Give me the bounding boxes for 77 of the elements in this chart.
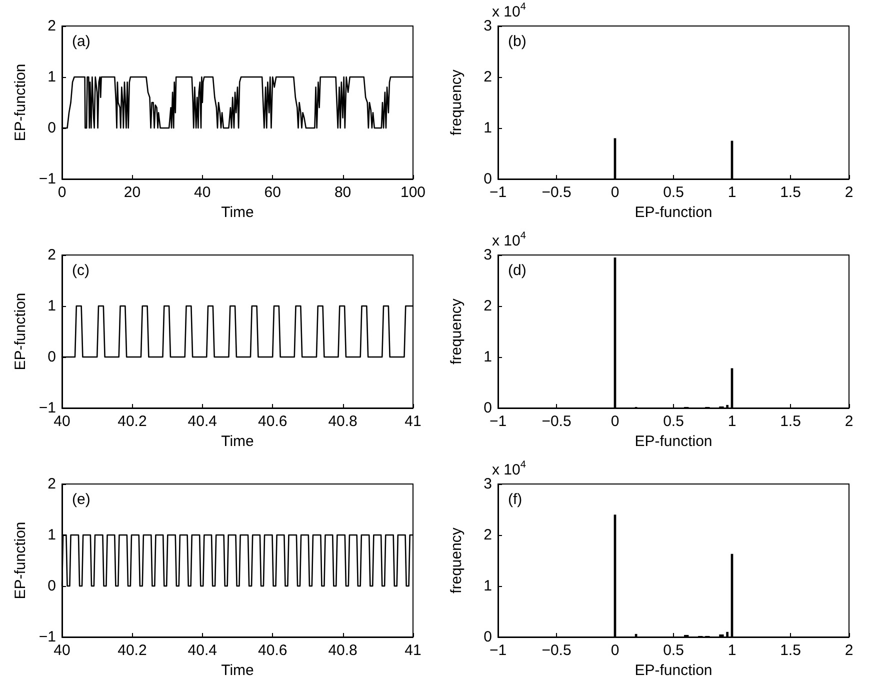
y-axis-title: EP-function [12,292,29,370]
x-axis-title: Time [221,204,254,221]
y-axis-title: EP-function [12,522,29,600]
y-tick-label: 1 [484,120,492,136]
x-axis-title: Time [221,433,254,450]
x-tick-label: 40.2 [118,642,147,659]
x-axis-title: EP-function [634,433,712,450]
x-tick-label: 60 [264,184,281,201]
y-tick-label: 2 [484,68,492,86]
y-tick-label: 3 [484,476,492,492]
y-tick-label: 0 [484,400,492,416]
x-tick-label: 41 [404,642,422,659]
y-tick-label: 1 [48,526,56,544]
annotation: (f) [508,491,522,508]
y-tick-label: 2 [484,526,492,544]
y-tick-label: 0 [48,348,56,366]
x-tick-label: 0.5 [663,413,684,430]
y-axis-title: frequency [448,527,465,594]
x-tick-label: 0.5 [663,642,684,659]
y-tick-label: −1 [38,170,56,188]
y-axis-title: frequency [448,69,465,136]
x-tick-label: 1 [728,184,736,201]
x-tick-label: −0.5 [542,642,572,659]
annotation: (d) [508,262,526,279]
y-tick-label: 1 [484,348,492,366]
y-axis-title: frequency [448,298,465,364]
y-tick-label: 2 [48,246,56,264]
x-tick-label: 2 [844,184,854,201]
y-tick-label: 0 [484,170,492,188]
x-tick-label: 40.2 [118,413,147,430]
x-tick-label: 40.4 [188,642,217,659]
x-tick-label: 40.4 [188,413,217,430]
annotation: (b) [508,33,526,50]
x-tick-label: 40 [194,184,211,201]
x-tick-label: 0 [610,184,620,201]
x-tick-label: 1.5 [780,413,801,430]
y-tick-label: 1 [48,68,56,86]
x-tick-label: 80 [334,184,352,201]
x-axis-title: EP-function [634,662,712,679]
x-tick-label: 40.8 [328,642,358,659]
y-tick-label: 2 [484,298,492,314]
y-tick-label: 3 [484,246,492,264]
annotation: (a) [72,33,90,50]
y-tick-label: 3 [484,18,492,34]
x-axis-title: EP-function [634,204,712,221]
x-tick-label: 41 [404,413,422,430]
x-tick-label: 0.5 [663,184,684,201]
x-tick-label: −0.5 [542,413,572,430]
x-tick-label: 1 [728,642,736,659]
y-tick-label: −1 [38,628,56,646]
x-tick-label: 2 [844,413,854,430]
y-tick-label: −1 [38,400,56,416]
y-axis-title: EP-function [12,64,29,142]
y-tick-label: 1 [48,298,56,314]
x-tick-label: 40.6 [258,413,288,430]
x-tick-label: 1.5 [780,184,801,201]
x-axis-title: Time [221,662,254,679]
x-tick-label: 2 [844,642,854,659]
x-tick-label: 40 [54,413,70,430]
x-tick-label: 100 [400,184,426,201]
x-tick-label: 40 [54,642,70,659]
annotation: (e) [72,491,90,508]
y-tick-label: 1 [484,578,492,594]
x-tick-label: 40.8 [328,413,358,430]
annotation: (c) [72,262,90,279]
x-tick-label: 1 [728,413,736,430]
x-tick-label: −0.5 [542,184,572,201]
x-tick-label: 20 [124,184,141,201]
y-tick-label: 0 [48,578,56,594]
y-tick-label: 2 [48,476,56,492]
x-tick-label: 40.6 [258,642,288,659]
x-tick-label: 0 [610,413,620,430]
y-tick-label: 0 [484,628,492,646]
y-tick-label: 2 [48,18,56,34]
y-tick-label: 0 [48,120,56,136]
x-tick-label: 0 [610,642,620,659]
x-tick-label: 1.5 [780,642,801,659]
